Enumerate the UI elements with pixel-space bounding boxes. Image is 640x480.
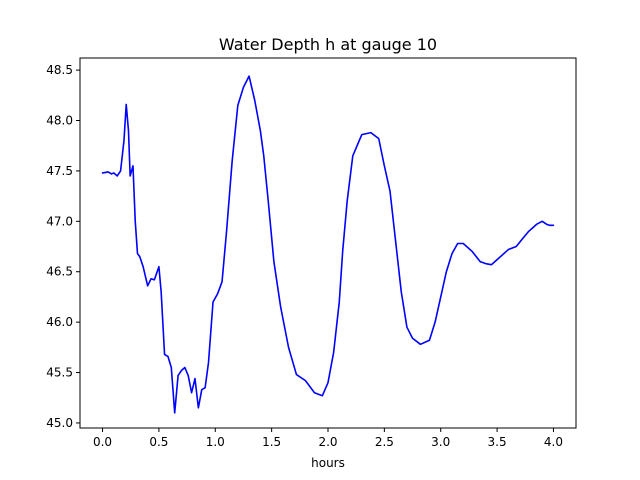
plot-area [79,57,577,429]
y-tick-label: 48.5 [46,63,73,77]
x-tick-label: 2.0 [318,435,337,449]
x-tick-label: 0.0 [93,435,112,449]
x-tick-label: 0.5 [149,435,168,449]
x-tick-label: 3.5 [488,435,507,449]
x-tick-label: 4.0 [544,435,563,449]
x-tick-label: 3.0 [431,435,450,449]
x-tick-label: 1.5 [262,435,281,449]
series-layer [101,75,555,414]
x-axis-label: hours [311,456,345,470]
y-tick-label: 47.5 [46,164,73,178]
y-tick-label: 48.0 [46,114,73,128]
plot-frame [79,57,577,429]
x-axis: 0.0 0.5 1.0 1.5 2.0 2.5 3.0 3.5 4.0 [93,428,563,449]
x-tick-label: 1.0 [206,435,225,449]
y-tick-label: 45.0 [46,416,73,430]
y-tick-label: 45.5 [46,366,73,380]
series-line-water-depth [101,75,555,414]
y-tick-label: 47.0 [46,214,73,228]
y-tick-label: 46.0 [46,315,73,329]
chart-title: Water Depth h at gauge 10 [219,35,437,54]
y-axis: 45.0 45.5 46.0 46.5 47.0 47.5 48.0 48.5 [46,63,80,430]
y-tick-label: 46.5 [46,265,73,279]
x-tick-label: 2.5 [375,435,394,449]
